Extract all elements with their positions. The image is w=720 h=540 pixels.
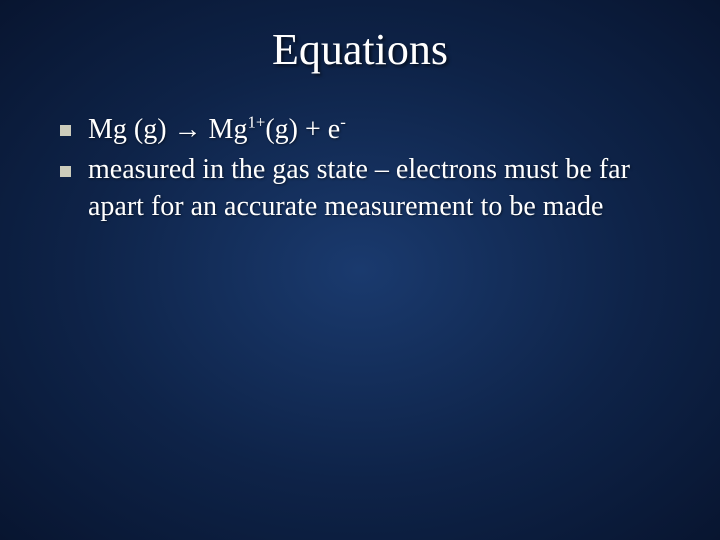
slide-container: Equations Mg (g) → Mg1+(g) + e- measured… [0, 0, 720, 540]
bullet-item-description: measured in the gas state – electrons mu… [60, 152, 660, 225]
equation-superscript-electron: - [340, 113, 346, 132]
bullet-list: Mg (g) → Mg1+(g) + e- measured in the ga… [60, 111, 660, 225]
equation-prefix: Mg (g) [88, 114, 174, 145]
arrow-icon: → [174, 113, 202, 144]
bullet-item-equation: Mg (g) → Mg1+(g) + e- [60, 111, 660, 148]
equation-superscript-charge: 1+ [247, 113, 265, 132]
equation-after-sup1: (g) + e [265, 114, 340, 145]
equation-mid: Mg [202, 114, 248, 145]
slide-title: Equations [60, 24, 660, 75]
